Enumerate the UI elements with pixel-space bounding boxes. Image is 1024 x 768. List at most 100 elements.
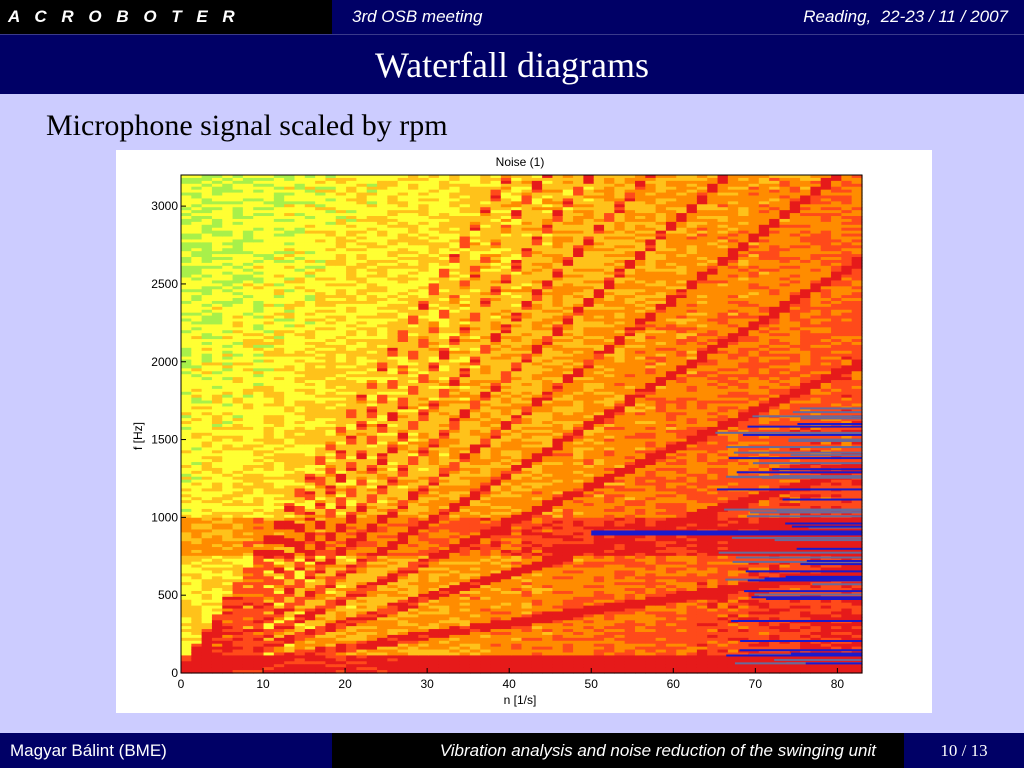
heatmap-cell [315,605,327,610]
heatmap-cell [366,300,378,305]
heatmap-cell [191,321,203,325]
heatmap-cell [366,623,378,627]
heatmap-cell [325,365,337,369]
heatmap-cell [325,623,337,627]
heatmap-cell [181,558,192,563]
heatmap-cell [366,500,378,504]
heatmap-cell [222,503,234,507]
heatmap-cell [325,532,337,536]
heatmap-cell [253,670,265,674]
heatmap-cell [253,333,265,337]
heatmap-cell [181,549,192,554]
heatmap-cell [211,664,223,668]
heatmap-cell [253,529,265,533]
heatmap-cell [325,201,337,205]
heatmap-cell [335,324,347,328]
heatmap-cell [222,500,234,504]
heatmap-cell [211,321,223,325]
heatmap-cell [346,465,358,469]
heatmap-cell [346,216,358,220]
heatmap-cell [222,248,234,252]
heatmap-cell [356,397,368,402]
heatmap-cell [346,175,358,179]
heatmap-cell [356,409,368,413]
heatmap-cell [356,503,368,507]
heatmap-cell [201,248,213,252]
heatmap-cell [253,640,265,645]
heatmap-cell [242,549,254,554]
heatmap-cell [346,552,358,557]
heatmap-cell [211,447,223,451]
heatmap-cell [335,259,347,264]
heatmap-cell [253,453,265,457]
heatmap-cell [211,552,223,557]
heatmap-cell [222,347,234,352]
heatmap-cell [211,306,223,311]
heatmap-cell [304,506,316,510]
heatmap-cell [335,508,347,513]
heatmap-cell [325,424,337,428]
heatmap-cell [304,271,316,276]
heatmap-cell [222,403,234,408]
heatmap-cell [294,391,306,396]
heatmap-cell [232,424,244,428]
heatmap-cell [222,283,234,287]
heatmap-cell [222,526,234,531]
heatmap-cell [232,617,244,621]
heatmap-cell [294,295,306,299]
heatmap-cell [294,336,306,340]
heatmap-cell [335,377,347,381]
heatmap-cell [201,500,213,504]
heatmap-cell [294,500,306,504]
heatmap-cell [181,336,192,340]
heatmap-cell [325,309,337,314]
heatmap-cell [304,544,316,548]
heatmap-cell [335,189,347,194]
heatmap-cell [253,476,265,481]
heatmap-cell [356,374,368,378]
heatmap-cell [304,473,316,478]
heatmap-cell [315,189,327,194]
heatmap-cell [242,333,254,337]
heatmap-cell [335,388,347,393]
heatmap-cell [284,409,296,413]
heatmap-cell [366,473,378,478]
heatmap-cell [284,251,296,255]
heatmap-cell [366,447,378,451]
heatmap-cell [222,441,234,446]
heatmap-cell [263,254,275,258]
heatmap-cell [366,552,378,557]
heatmap-cell [263,300,275,305]
heatmap-cell [191,667,203,671]
heatmap-cell [304,596,316,601]
heatmap-cell [346,558,358,563]
heatmap-cell [335,391,347,396]
heatmap-cell [181,286,192,290]
heatmap-cell [211,462,223,466]
heatmap-cell [253,444,265,449]
heatmap-cell [201,221,213,226]
heatmap-cell [284,286,296,290]
heatmap-cell [294,456,306,460]
heatmap-cell [211,391,223,396]
heatmap-cell [304,371,316,375]
heatmap-cell [346,491,358,495]
heatmap-cell [201,526,213,531]
heatmap-cell [253,280,265,284]
heatmap-cell [325,295,337,299]
heatmap-cell [325,438,337,443]
heatmap-cell [356,500,368,504]
heatmap-cell [253,180,265,185]
heatmap-cell [253,371,265,375]
heatmap-cell [242,438,254,443]
heatmap-cell [273,356,285,361]
heatmap-cell [253,459,265,463]
heatmap-cell [211,626,223,630]
heatmap-cell [211,406,223,410]
heatmap-cell [294,447,306,451]
heatmap-cell [325,248,337,252]
heatmap-cell [211,500,223,504]
heatmap-cell [181,327,192,331]
heatmap-cell [263,327,275,331]
heatmap-cell [346,245,358,249]
